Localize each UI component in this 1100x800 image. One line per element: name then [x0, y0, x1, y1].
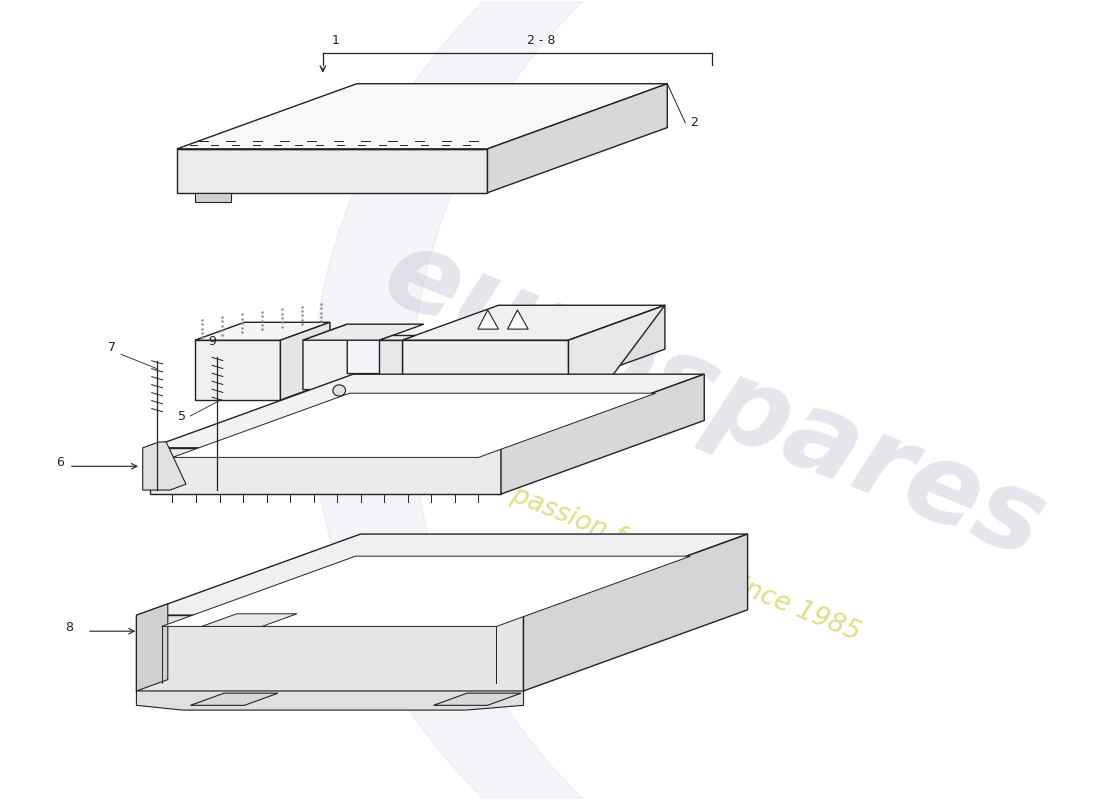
- Polygon shape: [487, 84, 668, 193]
- Polygon shape: [500, 374, 704, 494]
- Text: eurospares: eurospares: [368, 219, 1060, 581]
- Polygon shape: [379, 335, 415, 340]
- Polygon shape: [136, 534, 748, 615]
- Polygon shape: [379, 340, 401, 384]
- Text: 5: 5: [178, 410, 186, 423]
- Polygon shape: [195, 322, 330, 340]
- Polygon shape: [143, 442, 186, 490]
- Polygon shape: [569, 306, 664, 384]
- Polygon shape: [136, 615, 524, 691]
- Text: 2: 2: [690, 116, 697, 130]
- Polygon shape: [136, 691, 524, 710]
- Polygon shape: [280, 322, 330, 400]
- Polygon shape: [150, 374, 704, 448]
- Polygon shape: [150, 448, 501, 494]
- Text: 7: 7: [108, 341, 115, 354]
- Text: 9: 9: [208, 335, 217, 349]
- Circle shape: [333, 385, 345, 396]
- Polygon shape: [507, 310, 528, 329]
- Polygon shape: [162, 556, 691, 626]
- Text: a passion for parts since 1985: a passion for parts since 1985: [485, 473, 865, 646]
- Polygon shape: [402, 340, 569, 384]
- Text: 6: 6: [56, 456, 65, 470]
- Polygon shape: [524, 534, 748, 691]
- Polygon shape: [569, 306, 664, 384]
- Polygon shape: [195, 193, 231, 202]
- Text: 2 - 8: 2 - 8: [527, 34, 556, 47]
- Polygon shape: [302, 324, 424, 340]
- Polygon shape: [177, 149, 487, 193]
- Polygon shape: [195, 340, 280, 400]
- Polygon shape: [302, 324, 424, 390]
- Polygon shape: [402, 306, 664, 340]
- Text: 1: 1: [332, 34, 340, 47]
- Text: 8: 8: [65, 621, 74, 634]
- Polygon shape: [190, 693, 278, 706]
- Polygon shape: [177, 84, 668, 149]
- Text: 4: 4: [359, 431, 367, 444]
- Polygon shape: [136, 604, 168, 691]
- Polygon shape: [201, 614, 297, 626]
- Polygon shape: [173, 394, 656, 458]
- Polygon shape: [433, 693, 521, 706]
- Text: 3: 3: [561, 398, 569, 410]
- Polygon shape: [477, 310, 498, 329]
